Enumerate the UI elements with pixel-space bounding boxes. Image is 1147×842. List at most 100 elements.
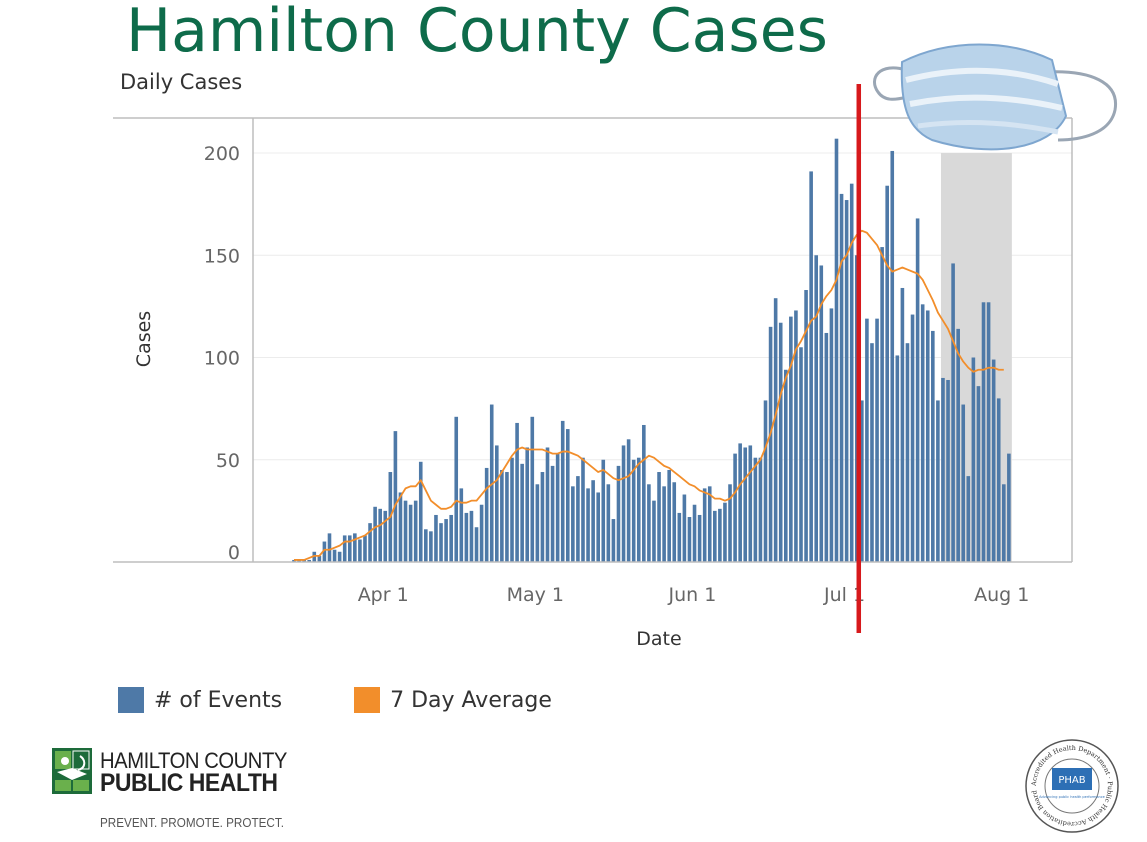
bar xyxy=(368,523,372,562)
bar xyxy=(479,504,484,562)
bar xyxy=(540,472,545,562)
bar xyxy=(733,453,737,562)
bar xyxy=(991,359,996,562)
bar xyxy=(667,469,671,562)
legend-label-average: 7 Day Average xyxy=(390,687,552,713)
bar xyxy=(449,514,453,562)
bar xyxy=(510,457,514,562)
bar xyxy=(778,322,783,562)
bar xyxy=(839,193,844,562)
bar xyxy=(697,514,702,562)
bar xyxy=(322,541,327,562)
bar xyxy=(560,420,565,562)
bar xyxy=(895,355,900,562)
x-tick-label: May 1 xyxy=(507,584,564,606)
bar xyxy=(849,183,854,563)
bar xyxy=(439,523,443,562)
seal-small-text: Advancing public health performance xyxy=(1039,795,1105,799)
bar xyxy=(961,404,966,562)
bar xyxy=(424,529,428,562)
average-line-group xyxy=(294,229,1004,561)
bar xyxy=(860,400,864,562)
bar xyxy=(657,472,661,562)
bar xyxy=(515,422,519,562)
bar xyxy=(565,429,570,562)
y-axis-title: Cases xyxy=(133,311,155,367)
bar xyxy=(692,504,697,562)
bar xyxy=(413,500,418,562)
bar xyxy=(545,447,550,562)
bar xyxy=(931,330,935,562)
bar xyxy=(347,535,352,562)
legend-item-events: # of Events xyxy=(118,687,282,713)
bar xyxy=(606,484,611,562)
bar xyxy=(707,486,712,562)
bar xyxy=(915,218,920,562)
bar xyxy=(920,304,925,562)
bar xyxy=(875,318,879,562)
bar xyxy=(337,551,342,562)
bar xyxy=(378,508,382,562)
legend-item-average: 7 Day Average xyxy=(354,687,552,713)
bar xyxy=(844,200,849,562)
bar xyxy=(996,398,1001,562)
bar-series xyxy=(292,138,1011,563)
bar xyxy=(728,484,732,562)
bar xyxy=(459,488,464,562)
bar xyxy=(773,298,778,562)
y-tick-labels: 0 50 100 150 200 xyxy=(204,143,240,564)
bar xyxy=(890,150,895,562)
bar xyxy=(748,445,753,562)
bar xyxy=(789,316,793,562)
phab-accreditation-seal: Accredited Health Department · Public He… xyxy=(1025,739,1119,833)
bar xyxy=(464,512,469,562)
bar xyxy=(520,463,524,562)
bar xyxy=(434,514,438,562)
bar xyxy=(444,519,448,562)
bar xyxy=(885,185,889,562)
bar xyxy=(1007,453,1011,562)
org-tagline: PREVENT. PROMOTE. PROTECT. xyxy=(100,815,284,830)
bar xyxy=(484,467,489,562)
bar xyxy=(986,302,991,562)
bar xyxy=(454,416,459,562)
bar xyxy=(373,506,377,562)
bar xyxy=(363,535,367,562)
bar xyxy=(393,431,398,562)
bar xyxy=(353,533,357,562)
bar xyxy=(636,457,641,562)
bar xyxy=(824,332,829,562)
bar xyxy=(981,302,986,562)
legend-swatch-events xyxy=(118,687,144,713)
bar xyxy=(723,502,727,562)
y-tick-label: 150 xyxy=(204,245,240,267)
bar xyxy=(408,504,413,562)
legend-swatch-average xyxy=(354,687,381,713)
bar xyxy=(586,488,590,562)
bar xyxy=(966,476,971,562)
bar xyxy=(292,559,296,562)
bar xyxy=(783,369,788,562)
bar xyxy=(819,265,824,562)
org-name-line2: PUBLIC HEALTH xyxy=(100,769,278,797)
bar xyxy=(500,469,504,562)
x-axis-title: Date xyxy=(636,628,681,650)
bar xyxy=(398,492,403,562)
slide-title: Hamilton County Cases xyxy=(126,0,828,66)
bar xyxy=(611,519,616,562)
bar xyxy=(469,510,474,562)
x-tick-label: Jun 1 xyxy=(668,584,717,606)
hcph-logo-icon xyxy=(52,748,92,794)
face-mask-icon xyxy=(873,43,1118,151)
bar xyxy=(601,459,606,562)
bar xyxy=(403,500,408,562)
bar xyxy=(829,308,834,562)
bar xyxy=(530,416,535,562)
bar xyxy=(677,512,682,562)
bar xyxy=(647,484,651,562)
y-tick-label: 0 xyxy=(228,542,240,564)
bar xyxy=(474,527,479,562)
chart-subtitle: Daily Cases xyxy=(120,70,243,94)
mask-strap-right xyxy=(1045,70,1118,142)
